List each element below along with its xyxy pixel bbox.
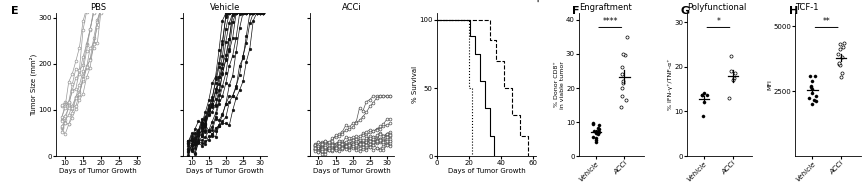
Text: TCF-1: TCF-1 <box>796 3 819 12</box>
Point <box>808 74 822 77</box>
Point <box>724 70 738 73</box>
X-axis label: Days of Tumor Growth: Days of Tumor Growth <box>60 168 137 174</box>
Text: **: ** <box>823 17 830 26</box>
Point <box>837 42 851 45</box>
Point <box>832 62 846 65</box>
Point <box>834 75 848 78</box>
Point <box>589 141 603 144</box>
Point <box>833 48 847 51</box>
Point <box>592 124 606 127</box>
Point <box>591 133 605 136</box>
Point <box>619 98 633 101</box>
X-axis label: Days of Tumor Growth: Days of Tumor Growth <box>447 168 525 174</box>
Point <box>619 36 633 39</box>
Point <box>836 55 849 58</box>
Point <box>726 79 740 82</box>
Point <box>697 91 711 94</box>
Point <box>727 77 740 80</box>
Text: H: H <box>789 6 798 16</box>
Point <box>586 136 599 139</box>
Point <box>831 53 845 56</box>
Point <box>831 62 845 65</box>
Point <box>697 101 711 104</box>
Point <box>836 46 850 49</box>
Y-axis label: Tumor Size (mm²): Tumor Size (mm²) <box>29 53 37 116</box>
Point <box>589 132 603 135</box>
Point <box>615 94 629 97</box>
Point <box>805 80 819 83</box>
Point <box>695 93 709 96</box>
Y-axis label: % IFN-γ⁺/TNF-α⁺: % IFN-γ⁺/TNF-α⁺ <box>668 59 673 110</box>
Point <box>805 92 819 95</box>
Text: G: G <box>681 6 689 16</box>
Point <box>804 74 817 77</box>
Point <box>833 43 847 46</box>
Point <box>592 126 606 129</box>
Point <box>615 66 629 69</box>
Text: Polyfunctional: Polyfunctional <box>688 3 746 12</box>
Point <box>614 105 628 108</box>
Point <box>615 86 629 89</box>
Point <box>589 138 603 141</box>
Point <box>586 122 600 125</box>
Point <box>588 137 602 140</box>
Point <box>804 103 818 106</box>
Point <box>695 93 709 96</box>
Point <box>804 85 817 88</box>
Point <box>805 87 819 90</box>
Title: Vehicle: Vehicle <box>210 3 240 12</box>
Point <box>724 54 738 57</box>
Point <box>618 53 632 56</box>
Point <box>809 99 823 102</box>
Point <box>616 80 630 83</box>
X-axis label: Days of Tumor Growth: Days of Tumor Growth <box>186 168 264 174</box>
Point <box>696 114 710 117</box>
Text: E: E <box>11 6 19 16</box>
Point <box>591 130 605 133</box>
Text: F: F <box>572 6 580 16</box>
Point <box>802 96 816 99</box>
Title: PBS: PBS <box>90 3 106 12</box>
Y-axis label: % Donor CD8⁺
in viable tumor: % Donor CD8⁺ in viable tumor <box>554 61 565 108</box>
Point <box>809 94 823 97</box>
Point <box>616 81 630 84</box>
Point <box>835 71 849 74</box>
Text: *: * <box>716 17 721 26</box>
Title: ACCi: ACCi <box>342 3 362 12</box>
Point <box>722 96 736 99</box>
Y-axis label: % Survival: % Survival <box>412 66 418 103</box>
Y-axis label: MFI: MFI <box>767 79 772 90</box>
Text: ****: **** <box>603 17 618 26</box>
Point <box>593 130 606 133</box>
Point <box>807 99 821 102</box>
Text: Engraftment: Engraftment <box>579 3 631 12</box>
Point <box>804 84 817 87</box>
Point <box>700 93 714 96</box>
Point <box>592 127 606 130</box>
Point <box>615 73 629 76</box>
X-axis label: Days of Tumor Growth: Days of Tumor Growth <box>313 168 391 174</box>
Point <box>834 63 848 66</box>
Point <box>727 71 741 74</box>
Point <box>587 130 601 133</box>
Point <box>586 121 599 124</box>
Point <box>617 52 631 55</box>
